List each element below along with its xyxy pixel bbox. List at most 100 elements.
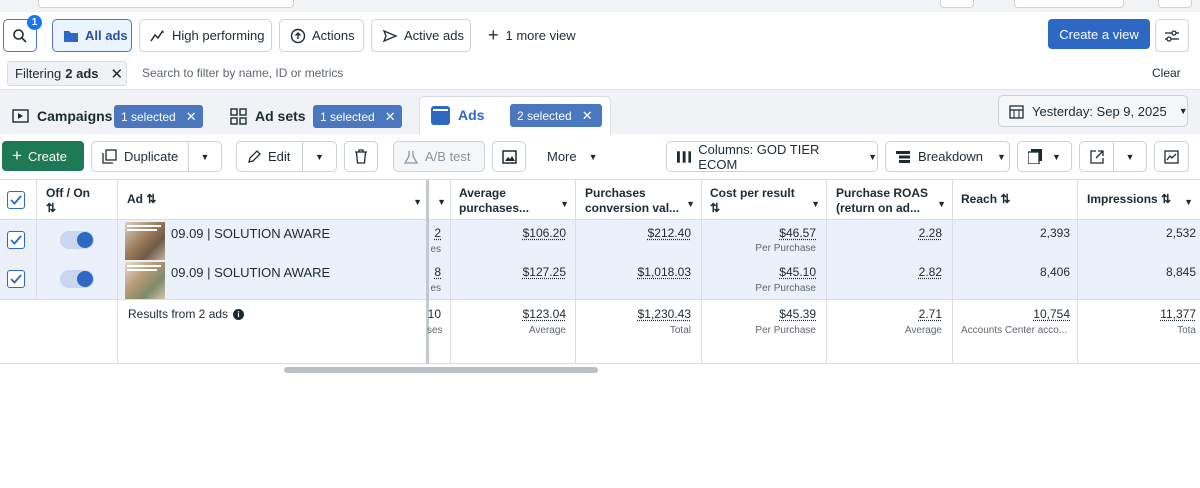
edit-dropdown[interactable]: ▼ [302, 141, 337, 172]
header-average-purchases[interactable]: Average purchases... ▼ [459, 186, 569, 226]
top-search-remnant[interactable] [38, 0, 294, 8]
view-active-ads[interactable]: Active ads [371, 19, 471, 52]
view-settings-button[interactable] [1155, 19, 1189, 52]
top-strip [0, 0, 1200, 12]
col-divider [117, 180, 118, 364]
delete-button[interactable] [344, 141, 378, 172]
filter-chip-count: 2 ads [65, 66, 99, 81]
header-off-on[interactable]: Off / On ⇅ [46, 186, 90, 226]
view-label: 1 more view [505, 28, 576, 43]
adsets-selected-pill[interactable]: 1 selected ✕ [313, 105, 402, 128]
close-icon[interactable]: ✕ [110, 65, 124, 83]
chevron-down-icon: ▼ [868, 151, 877, 162]
col-divider [701, 180, 702, 364]
conversion-value[interactable]: $1,018.03 [637, 265, 691, 279]
breakdown-label: Breakdown [918, 149, 984, 164]
tab-ads-active[interactable]: Ads 2 selected ✕ [419, 96, 611, 134]
reach-total[interactable]: 10,754 [1033, 307, 1070, 321]
preview-button[interactable] [492, 141, 526, 172]
reach-value: 2,393 [1039, 226, 1070, 240]
cost-per-result-total[interactable]: $45.39 [779, 307, 816, 321]
view-actions[interactable]: Actions [279, 19, 364, 52]
reports-button[interactable]: ▼ [1017, 141, 1072, 172]
create-button[interactable]: + Create [2, 141, 84, 171]
header-purchases-conversion-value[interactable]: Purchases conversion val... ▼ [585, 186, 695, 226]
breakdown-button[interactable]: Breakdown ▼ [885, 141, 1010, 172]
image-preview-icon [501, 149, 517, 164]
col-divider [952, 180, 953, 364]
selected-count: 1 selected [320, 109, 375, 124]
header-purchase-roas[interactable]: Purchase ROAS (return on ad... ▼ [836, 186, 946, 226]
header-impressions[interactable]: Impressions ⇅ ▼ [1087, 192, 1197, 232]
header-ad[interactable]: Ad ⇅ ▼ [127, 192, 422, 232]
edit-button[interactable]: Edit [236, 141, 303, 172]
search-button[interactable]: 1 [3, 15, 42, 52]
avg-purchases-value[interactable]: $106.20 [522, 226, 566, 240]
tab-ad-sets[interactable]: Ad sets [230, 98, 306, 134]
roas-value[interactable]: 2.28 [918, 226, 942, 240]
create-view-button[interactable]: Create a view [1048, 19, 1150, 49]
ad-thumbnail[interactable] [125, 222, 165, 260]
row-checkbox[interactable] [7, 270, 25, 288]
row-checkbox[interactable] [7, 231, 25, 249]
conversion-value-total[interactable]: $1,230.43 [637, 307, 691, 321]
columns-button[interactable]: Columns: GOD TIER ECOM ▼ [666, 141, 878, 172]
cost-per-result-value[interactable]: $45.10 [779, 265, 816, 279]
ad-toggle[interactable] [60, 270, 94, 288]
clipped-value: 8 [434, 265, 441, 279]
info-icon[interactable]: i [233, 308, 245, 320]
select-all-checkbox[interactable] [7, 191, 25, 209]
ads-selected-pill[interactable]: 2 selected ✕ [510, 104, 602, 127]
view-all-ads[interactable]: All ads [52, 19, 132, 52]
conversion-value[interactable]: $212.40 [647, 226, 691, 240]
date-range-picker[interactable]: Yesterday: Sep 9, 2025 ▼ [998, 95, 1188, 127]
ad-name[interactable]: 09.09 | SOLUTION AWARE [171, 226, 331, 241]
chevron-down-icon: ▼ [811, 199, 820, 209]
clear-filter-button[interactable]: Clear [1152, 66, 1181, 80]
cost-per-result-value[interactable]: $46.57 [779, 226, 816, 240]
filter-search-input[interactable]: Search to filter by name, ID or metrics [142, 66, 344, 80]
duplicate-dropdown[interactable]: ▼ [188, 141, 222, 172]
filter-chip[interactable]: Filtering 2 ads ✕ [7, 61, 127, 86]
duplicate-label: Duplicate [124, 149, 179, 164]
header-reach[interactable]: Reach ⇅ [961, 192, 1071, 232]
ab-test-button[interactable]: A/B test [393, 141, 485, 172]
close-icon[interactable]: ✕ [581, 107, 593, 123]
header-label: Off / On [46, 186, 90, 200]
export-dropdown[interactable]: ▼ [1113, 141, 1147, 172]
avg-purchases-value[interactable]: $127.25 [522, 265, 566, 279]
chevron-down-icon: ▼ [200, 151, 210, 162]
export-icon [1089, 149, 1104, 164]
top-button-remnant[interactable] [1158, 0, 1192, 8]
impressions-total[interactable]: 11,377 [1160, 307, 1196, 321]
more-button[interactable]: More ▼ [547, 141, 598, 172]
grid-icon [230, 107, 247, 125]
top-button-remnant[interactable] [1014, 0, 1124, 8]
campaigns-selected-pill[interactable]: 1 selected ✕ [114, 105, 203, 128]
top-button-remnant[interactable] [940, 0, 974, 8]
view-high-performing[interactable]: High performing [139, 19, 272, 52]
more-views-button[interactable]: + 1 more view [488, 19, 576, 52]
export-button[interactable] [1079, 141, 1114, 172]
charts-button[interactable] [1154, 141, 1189, 172]
ad-thumbnail[interactable] [125, 262, 165, 299]
view-label: All ads [85, 28, 128, 43]
roas-total[interactable]: 2.71 [918, 307, 942, 321]
avg-purchases-total-sub: Average [528, 325, 566, 336]
search-badge: 1 [27, 15, 42, 30]
impressions-total-sub: Tota [1177, 325, 1196, 336]
selected-count: 1 selected [121, 109, 176, 124]
duplicate-button[interactable]: Duplicate [91, 141, 189, 172]
header-cost-per-result[interactable]: Cost per result ⇅ ▼ [710, 186, 820, 226]
close-icon[interactable]: ✕ [384, 108, 396, 124]
horizontal-scrollbar[interactable] [284, 367, 598, 373]
tab-campaigns[interactable]: Campaigns [12, 98, 112, 134]
close-icon[interactable]: ✕ [185, 108, 197, 124]
roas-value[interactable]: 2.82 [918, 265, 942, 279]
ad-toggle[interactable] [60, 231, 94, 249]
plus-icon: + [488, 25, 499, 45]
header-clipped[interactable]: ▼ [430, 192, 446, 232]
avg-purchases-total[interactable]: $123.04 [522, 307, 566, 321]
ad-name[interactable]: 09.09 | SOLUTION AWARE [171, 265, 331, 280]
more-label: More [547, 149, 577, 164]
